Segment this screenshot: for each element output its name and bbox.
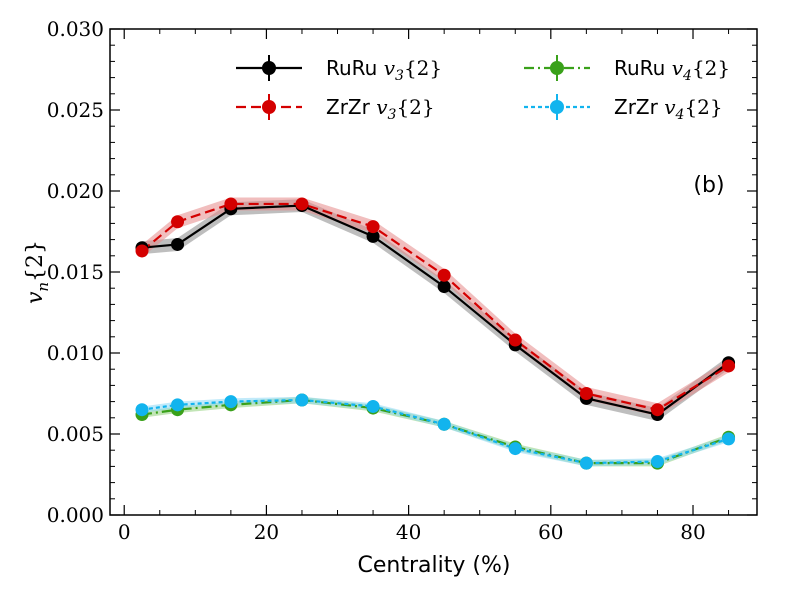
series-lines [141,202,730,465]
series-3-point [135,403,149,417]
uncertainty-bands [141,197,729,467]
series-3-point [224,395,238,409]
series-0-point [437,280,451,294]
series-1-point [722,359,736,373]
series-1-line [141,202,730,411]
y-tick-label: 0.010 [47,341,104,365]
series-3-point [722,432,736,446]
series-1-point [171,215,185,229]
legend-label-2: RuRu v4{2} [614,56,730,84]
y-axis-label-base: v [23,291,48,304]
x-tick-label: 80 [680,520,705,544]
x-tick-label: 0 [118,520,131,544]
y-tick-label: 0.030 [47,17,104,41]
y-axis-label-sub: n [34,282,52,292]
series-0-band [141,199,729,422]
series-0-point [366,229,380,243]
panel-annotation: (b) [693,173,724,198]
series-3-point [508,442,522,456]
legend-label-rest: {2} [684,95,722,119]
x-tick-label: 60 [538,520,563,544]
series-3-point [579,456,593,470]
series-1-point [135,244,149,258]
legend-label-base: v [376,95,388,119]
legend-label-sub: 3 [395,68,404,84]
y-tick-label: 0.025 [47,98,104,122]
series-markers [135,197,736,470]
series-1-point [508,333,522,347]
series-0-point [171,237,185,251]
legend-label-0: RuRu v3{2} [326,56,442,84]
y-axis-label: vn{2} [23,240,52,304]
legend-marker-2 [550,61,564,75]
legend-label-base: v [672,56,684,80]
legend-label-rest: {2} [692,56,730,80]
y-tick-label: 0.005 [47,422,104,446]
y-tick-label: 0.015 [47,260,104,284]
series-3-point [650,455,664,469]
series-1-point [650,403,664,417]
legend-label-sub: 4 [675,107,685,123]
series-0-line [141,204,730,416]
y-tick-label: 0.000 [47,503,104,527]
series-1-band [141,197,729,417]
series-3-line [141,398,729,465]
legend-label-rest: {2} [396,95,434,119]
series-1-point [224,197,238,211]
legend-label-prefix: RuRu [614,56,672,80]
legend-label-prefix: ZrZr [614,95,664,119]
legend-marker-1 [262,100,276,114]
y-axis-label-rest: {2} [23,240,48,282]
legend-label-3: ZrZr v4{2} [614,95,723,123]
legend: RuRu v3{2}ZrZr v3{2}RuRu v4{2}ZrZr v4{2} [236,55,730,123]
legend-label-rest: {2} [404,56,442,80]
legend-label-prefix: ZrZr [326,95,376,119]
axis-ticks [110,28,757,516]
legend-marker-0 [262,61,276,75]
series-3-point [295,393,309,407]
y-tick-label: 0.020 [47,179,104,203]
x-axis-label: Centrality (%) [358,553,511,578]
legend-marker-3 [550,100,564,114]
x-tick-label: 40 [396,520,421,544]
legend-label-base: v [664,95,676,119]
x-tick-label: 20 [254,520,279,544]
legend-label-1: ZrZr v3{2} [326,95,435,123]
series-3-point [437,417,451,431]
series-1-point [437,268,451,282]
tick-labels: 0 20 40 60 80 0.000 0.005 0.010 0.015 0.020 0.025 0… [47,17,706,544]
legend-label-sub: 3 [388,107,397,123]
series-3-point [366,399,380,413]
axis-labels: Centrality (%) vn{2} [23,240,510,578]
series-3-point [171,398,185,412]
series-1-point [579,387,593,400]
series-1-point [366,220,380,234]
legend-label-sub: 4 [682,68,692,84]
legend-label-prefix: RuRu [326,56,384,80]
legend-label-base: v [384,56,396,80]
series-1-point [295,197,309,211]
